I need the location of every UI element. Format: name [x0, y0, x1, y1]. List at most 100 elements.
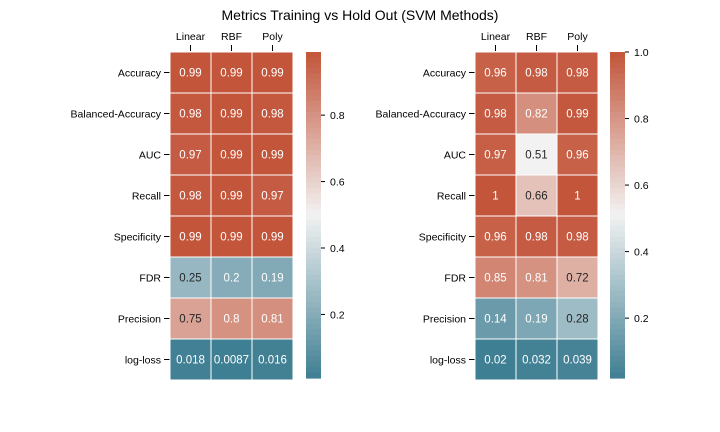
heatmap-cell	[556, 256, 599, 299]
colorbar-band	[306, 323, 321, 330]
heatmap-cell	[556, 215, 599, 258]
heatmap-cell	[251, 174, 294, 217]
heatmap-cell	[169, 256, 212, 299]
heatmap-cell	[556, 51, 599, 94]
colorbar-band	[306, 242, 321, 249]
row-label: FDR	[444, 273, 466, 285]
colorbar-band	[306, 160, 321, 167]
colorbar-band	[610, 79, 625, 86]
colorbar-band	[610, 372, 625, 379]
row-label: Specificity	[114, 232, 162, 244]
cell-value-label: 1	[492, 191, 498, 203]
colorbar-band	[306, 312, 321, 319]
colorbar-band	[610, 312, 625, 319]
colorbar-band	[306, 258, 321, 265]
cell-value-label: 0.98	[566, 68, 588, 80]
cell-value-label: 0.98	[484, 109, 506, 121]
colorbar-band	[306, 274, 321, 281]
colorbar-band	[610, 318, 625, 325]
colorbar-band	[610, 160, 625, 167]
heatmap-cell	[556, 338, 599, 381]
cell-value-label: 0.2	[224, 273, 240, 285]
row-label: AUC	[139, 150, 162, 162]
colorbar-band	[610, 204, 625, 211]
heatmap-cell	[210, 256, 253, 299]
colorbar-band	[306, 95, 321, 102]
colorbar-band	[306, 138, 321, 145]
colorbar-band	[306, 329, 321, 336]
row-label: log-loss	[125, 355, 161, 367]
colorbar-band	[610, 356, 625, 363]
colorbar-band	[610, 100, 625, 107]
colorbar-band	[306, 367, 321, 374]
colorbar-band	[306, 339, 321, 346]
cell-value-label: 0.99	[261, 68, 283, 80]
cell-value-label: 0.82	[525, 109, 547, 121]
colorbar-band	[306, 291, 321, 298]
column-label: Poly	[567, 31, 588, 43]
colorbar-band	[306, 79, 321, 86]
heatmap-cell	[251, 297, 294, 340]
cell-value-label: 0.28	[566, 314, 588, 326]
cell-value-label: 0.96	[484, 232, 506, 244]
colorbar-tick-label: 0.8	[330, 110, 345, 122]
cell-value-label: 0.99	[220, 191, 242, 203]
cell-value-label: 0.016	[258, 355, 287, 367]
colorbar-band	[610, 182, 625, 189]
colorbar-band	[306, 149, 321, 156]
colorbar-band	[610, 117, 625, 124]
colorbar-band	[610, 122, 625, 129]
cell-value-label: 0.97	[179, 150, 201, 162]
row-label: Accuracy	[118, 68, 162, 80]
colorbar-band	[306, 356, 321, 363]
heatmap-cell	[251, 256, 294, 299]
colorbar-band	[610, 73, 625, 80]
cell-value-label: 0.039	[563, 355, 592, 367]
heatmap-cell	[210, 215, 253, 258]
colorbar-band	[610, 225, 625, 232]
colorbar-band	[306, 106, 321, 113]
heatmap-cell	[169, 133, 212, 176]
colorbar-band	[306, 296, 321, 303]
colorbar-band	[306, 193, 321, 200]
cell-value-label: 0.018	[176, 355, 205, 367]
heatmap-cell	[210, 133, 253, 176]
colorbar-band	[306, 122, 321, 129]
cell-value-label: 0.99	[261, 232, 283, 244]
colorbar-band	[610, 106, 625, 113]
heatmap-cell	[251, 51, 294, 94]
cell-value-label: 0.19	[261, 273, 283, 285]
colorbar-band	[610, 84, 625, 91]
cell-value-label: 0.96	[566, 150, 588, 162]
colorbar-band	[306, 176, 321, 183]
colorbar-band	[306, 280, 321, 287]
heatmap-cell	[474, 51, 517, 94]
heatmap-cell	[474, 297, 517, 340]
colorbar-band	[610, 253, 625, 260]
colorbar-band	[306, 111, 321, 118]
colorbar-band	[610, 280, 625, 287]
colorbar-band	[610, 247, 625, 254]
colorbar-band	[610, 361, 625, 368]
colorbar-band	[306, 220, 321, 227]
row-label: log-loss	[430, 355, 466, 367]
cell-value-label: 0.99	[261, 150, 283, 162]
cell-value-label: 0.98	[261, 109, 283, 121]
colorbar-band	[610, 149, 625, 156]
heatmap-cell	[210, 297, 253, 340]
cell-value-label: 0.51	[525, 150, 547, 162]
colorbar-tick-label: 0.2	[634, 313, 649, 325]
colorbar-band	[610, 236, 625, 243]
heatmap-cell	[251, 92, 294, 135]
colorbar-band	[610, 291, 625, 298]
heatmap-panel-1: Linear RBF Poly Accuracy 0.99 0.99 0.99 Balance…	[71, 31, 345, 381]
cell-value-label: 0.81	[261, 314, 283, 326]
colorbar-band	[610, 144, 625, 151]
row-label: Balanced-Accuracy	[71, 109, 162, 121]
colorbar-band	[306, 84, 321, 91]
heatmap-cell	[474, 215, 517, 258]
colorbar-band	[306, 209, 321, 216]
cell-value-label: 0.99	[179, 68, 201, 80]
colorbar-band	[610, 334, 625, 341]
colorbar-band	[306, 215, 321, 222]
